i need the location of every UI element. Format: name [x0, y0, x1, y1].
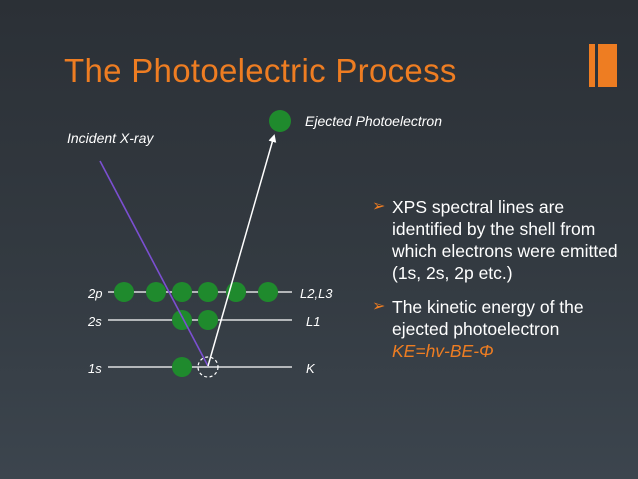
- bullet-list: ➢ XPS spectral lines are identified by t…: [372, 196, 634, 374]
- level-label-1s: 1s: [88, 361, 102, 376]
- kinetic-energy-formula: KE=hv-BE-Φ: [392, 341, 494, 361]
- ejected-electron: [269, 110, 291, 132]
- slide-title: The Photoelectric Process: [64, 52, 457, 89]
- shell-label-l1: L1: [306, 314, 320, 329]
- electron-1s: [172, 357, 192, 377]
- ejected-photoelectron-label: Ejected Photoelectron: [305, 113, 442, 129]
- arrow-bullet-icon: ➢: [372, 198, 386, 215]
- logo-bar-thin: [589, 44, 595, 87]
- shell-label-k: K: [306, 361, 316, 376]
- electron-2p: [198, 282, 218, 302]
- bullet-text: The kinetic energy of the ejected photoe…: [392, 297, 584, 339]
- level-label-2s: 2s: [87, 314, 102, 329]
- electron-2p: [258, 282, 278, 302]
- photoelectron-path-arrow: [207, 134, 277, 367]
- shell-label-l2l3: L2,L3: [300, 286, 333, 301]
- electron-2p: [114, 282, 134, 302]
- electron-2s: [198, 310, 218, 330]
- electron-2p: [172, 282, 192, 302]
- arrow-bullet-icon: ➢: [372, 298, 386, 315]
- incident-xray-ray: [99, 160, 209, 367]
- incident-xray-label: Incident X-ray: [67, 130, 154, 146]
- electron-vacancy: [197, 356, 219, 378]
- electron-2s: [172, 310, 192, 330]
- level-label-2p: 2p: [87, 286, 102, 301]
- bullet-item: ➢ XPS spectral lines are identified by t…: [372, 196, 634, 284]
- bullet-text: XPS spectral lines are identified by the…: [392, 197, 618, 283]
- bullet-item: ➢ The kinetic energy of the ejected phot…: [372, 296, 634, 362]
- electron-2p: [146, 282, 166, 302]
- logo-bar-thick: [598, 44, 617, 87]
